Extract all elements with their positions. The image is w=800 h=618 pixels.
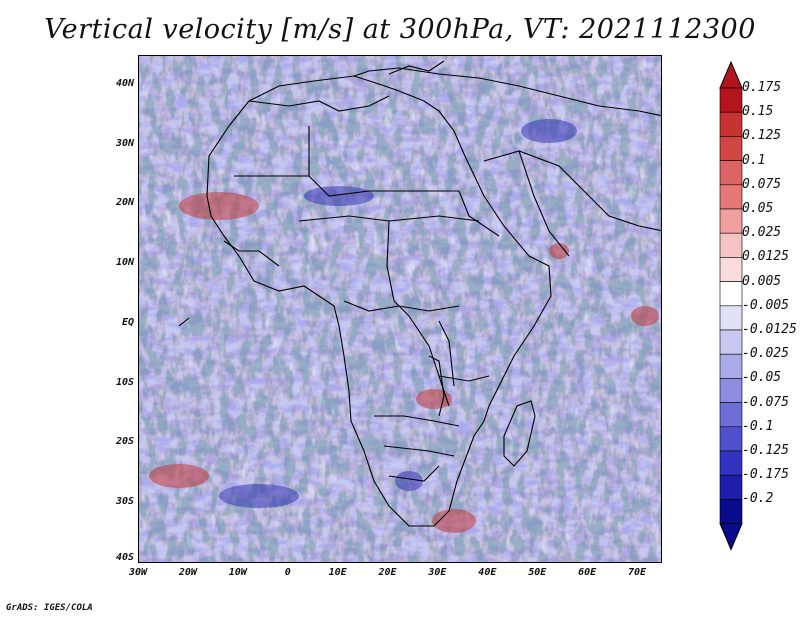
lat-tick-label: 30S <box>115 496 134 508</box>
strong-updraft-patches <box>149 192 659 533</box>
colorbar-label: 0.15 <box>742 104 774 120</box>
colorbar-label: -0.125 <box>742 443 789 458</box>
colorbar-swatch <box>719 329 743 355</box>
colorbar-label: -0.2 <box>742 491 774 507</box>
colorbar-label: -0.175 <box>742 467 789 483</box>
strong-downdraft-patches <box>219 119 577 508</box>
colorbar-swatch <box>719 111 743 137</box>
colorbar-label: -0.1 <box>742 418 774 434</box>
lat-tick-label: 20S <box>115 436 134 448</box>
lon-tick-label: 20W <box>178 567 197 578</box>
colorbar <box>719 60 743 551</box>
lon-tick-label: 40E <box>478 567 497 578</box>
lon-tick-label: 30E <box>428 567 447 578</box>
colorbar-label: -0.025 <box>742 346 789 362</box>
colorbar-swatch <box>719 87 743 113</box>
lon-tick-label: 20E <box>378 567 397 578</box>
lat-tick-label: 10N <box>115 257 134 269</box>
colorbar-swatch <box>719 136 743 161</box>
colorbar-label: 0.125 <box>742 128 782 144</box>
colorbar-swatch <box>719 353 743 379</box>
coastline-borders <box>178 60 661 527</box>
lon-tick-label: 70E <box>628 567 647 578</box>
colorbar-label: 0.1 <box>742 152 766 168</box>
lon-tick-label: 10E <box>328 567 347 578</box>
lon-tick-label: 30W <box>128 567 148 578</box>
lat-tick-label: 20N <box>115 197 134 209</box>
lat-tick-label: EQ <box>121 316 134 328</box>
lat-tick-label: 40N <box>115 77 134 89</box>
colorbar-label: 0.005 <box>742 273 782 289</box>
lon-tick-label: 10W <box>228 567 247 578</box>
colorbar-swatch <box>719 426 743 452</box>
footer-credit: GrADS: IGES/COLA <box>6 603 93 613</box>
colorbar-label: -0.005 <box>742 297 789 313</box>
lat-tick-label: 30N <box>115 137 134 149</box>
colorbar-label: -0.05 <box>742 370 782 386</box>
colorbar-swatch <box>719 208 743 234</box>
colorbar-label: 0.0125 <box>742 249 789 265</box>
lon-tick-label: 60E <box>578 567 597 578</box>
colorbar-label: -0.0125 <box>742 322 797 337</box>
colorbar-swatch <box>719 257 743 282</box>
colorbar-swatch <box>719 184 743 210</box>
colorbar-swatch <box>719 474 743 500</box>
map-panel <box>138 55 662 563</box>
colorbar-swatch <box>719 160 743 186</box>
colorbar-top-arrow <box>719 60 743 89</box>
lon-tick-label: 0 <box>284 567 291 578</box>
colorbar-bottom-arrow <box>719 523 743 551</box>
colorbar-swatch <box>719 232 743 258</box>
colorbar-swatch <box>719 378 743 403</box>
colorbar-swatch <box>719 281 743 307</box>
colorbar-label: 0.05 <box>742 201 774 216</box>
colorbar-label: 0.025 <box>742 225 782 241</box>
lat-tick-label: 40S <box>115 552 134 563</box>
lat-tick-label: 10S <box>115 376 134 388</box>
chart-title: Vertical velocity [m/s] at 300hPa, VT: 2… <box>44 14 756 45</box>
colorbar-swatch <box>719 402 743 428</box>
colorbar-label: -0.075 <box>742 394 789 410</box>
lon-tick-label: 50E <box>528 567 547 578</box>
colorbar-swatch <box>719 499 743 524</box>
colorbar-label: 0.075 <box>742 176 782 192</box>
colorbar-swatch <box>719 450 743 476</box>
colorbar-label: 0.175 <box>742 80 782 95</box>
colorbar-swatch <box>719 305 743 331</box>
velocity-field-map <box>139 56 661 562</box>
